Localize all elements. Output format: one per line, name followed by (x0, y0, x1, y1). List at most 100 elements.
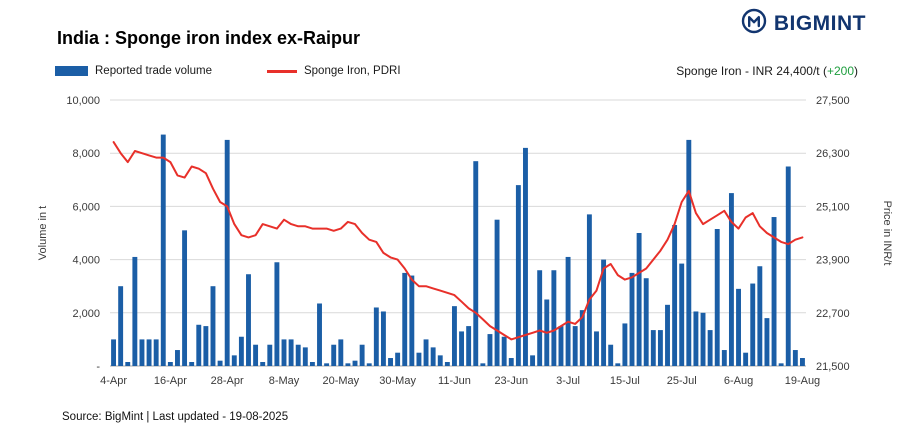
svg-text:22,700: 22,700 (816, 308, 850, 320)
price-line (112, 141, 804, 341)
volume-bar (125, 362, 131, 366)
bigmint-logo: BIGMINT (741, 8, 866, 39)
volume-bar (437, 355, 443, 366)
volume-bar (615, 363, 621, 366)
volume-bar (586, 214, 592, 366)
legend-row: Reported trade volume Sponge Iron, PDRI … (55, 62, 858, 80)
volume-bar (714, 229, 720, 366)
legend-price-label: Sponge Iron, PDRI (303, 65, 401, 77)
volume-bar (672, 225, 678, 366)
volume-bar (451, 306, 457, 366)
volume-bar (430, 347, 436, 366)
volume-bar (146, 339, 152, 366)
right-axis-title: Price in INR/t (881, 201, 893, 266)
volume-bar (416, 352, 422, 366)
volume-bar (537, 270, 543, 366)
right-axis-tick-labels: 27,500 26,300 25,100 23,900 22,700 21,500 (816, 95, 850, 373)
volume-bar (558, 326, 564, 366)
volume-bar (352, 360, 358, 366)
svg-text:16-Apr: 16-Apr (154, 375, 187, 387)
volume-bar (480, 363, 486, 366)
volume-bar (324, 363, 330, 366)
page-title: India : Sponge iron index ex-Raipur (57, 28, 361, 48)
volume-bar (274, 262, 280, 366)
volume-bar (409, 275, 415, 366)
svg-text:4-Apr: 4-Apr (100, 375, 127, 387)
chart-area: 10,000 8,000 6,000 4,000 2,000-27,500 26,300 2… (0, 86, 906, 398)
price-line-swatch-icon (266, 69, 297, 73)
legend-volume-label: Reported trade volume (95, 65, 212, 77)
legend-item-volume: Reported trade volume (55, 65, 212, 77)
volume-bar (515, 185, 521, 366)
volume-bar (523, 147, 528, 366)
volume-bar (423, 339, 429, 366)
volume-bar (231, 355, 237, 366)
volume-bar (139, 339, 145, 366)
x-axis-tick-labels: 4-Apr 16-Apr 28-Apr 8-May 20-May 30-May 11-Jun… (100, 375, 820, 387)
volume-price-chart: 10,0008,0006,0004,0002,000-27,50026,3002… (37, 95, 893, 387)
volume-bar (345, 363, 351, 366)
volume-bar (267, 344, 273, 366)
volume-bar (622, 323, 628, 366)
volume-bar (182, 230, 188, 366)
svg-text:15-Jul: 15-Jul (610, 375, 640, 387)
volume-bar (373, 307, 379, 366)
volume-bar (160, 134, 166, 366)
svg-text:21,500: 21,500 (816, 361, 850, 373)
volume-bar (380, 311, 386, 366)
svg-text:28-Apr: 28-Apr (211, 375, 244, 387)
volume-bar (792, 350, 798, 366)
volume-bar (799, 358, 805, 366)
volume-bar (778, 363, 784, 366)
svg-text:-: - (96, 361, 100, 373)
volume-bar (594, 331, 599, 366)
volume-bar (331, 344, 337, 366)
svg-text:25-Jul: 25-Jul (667, 375, 697, 387)
volume-bar (665, 304, 670, 366)
volume-bar (608, 344, 614, 366)
price-note-suffix: ) (854, 64, 858, 78)
volume-bar (466, 326, 472, 366)
volume-bar (679, 263, 685, 366)
volume-bar (636, 233, 642, 366)
volume-bar (494, 219, 500, 366)
volume-bar (771, 217, 777, 366)
volume-bar (757, 266, 763, 366)
volume-bar (132, 256, 138, 366)
volume-bar (473, 161, 479, 366)
volume-swatch-icon (55, 66, 88, 76)
volume-bar (395, 352, 401, 366)
legend-item-price: Sponge Iron, PDRI (266, 65, 401, 77)
price-note-prefix: Sponge Iron - INR 24,400/t ( (676, 64, 827, 78)
volume-bar (643, 278, 649, 366)
volume-bar (295, 344, 301, 366)
volume-bar (288, 339, 294, 366)
svg-text:23,900: 23,900 (816, 255, 850, 267)
volume-bar (253, 344, 259, 366)
svg-text:6,000: 6,000 (72, 201, 100, 213)
volume-bar (764, 318, 770, 366)
bigmint-logo-text: BIGMINT (773, 11, 866, 35)
svg-text:20-May: 20-May (322, 375, 359, 387)
svg-text:19-Aug: 19-Aug (785, 375, 820, 387)
volume-bar (175, 350, 180, 366)
price-delta: +200 (826, 64, 854, 78)
volume-bar (579, 310, 585, 366)
volume-bar (565, 256, 571, 366)
source-note: Source: BigMint | Last updated - 19-08-2… (62, 411, 289, 423)
volume-bar (118, 286, 124, 366)
volume-bar (657, 330, 663, 366)
volume-bar (601, 259, 607, 366)
volume-bar (686, 139, 692, 366)
volume-bar (260, 362, 266, 366)
svg-text:2,000: 2,000 (72, 308, 100, 320)
volume-bar (444, 362, 450, 366)
volume-bar (210, 286, 216, 366)
current-price-note: Sponge Iron - INR 24,400/t (+200) (676, 64, 858, 78)
volume-bar (196, 324, 202, 366)
volume-bar (728, 193, 734, 366)
svg-text:6-Aug: 6-Aug (724, 375, 753, 387)
volume-bar (302, 347, 308, 366)
left-axis-tick-labels: 10,000 8,000 6,000 4,000 2,000 - (66, 95, 100, 373)
